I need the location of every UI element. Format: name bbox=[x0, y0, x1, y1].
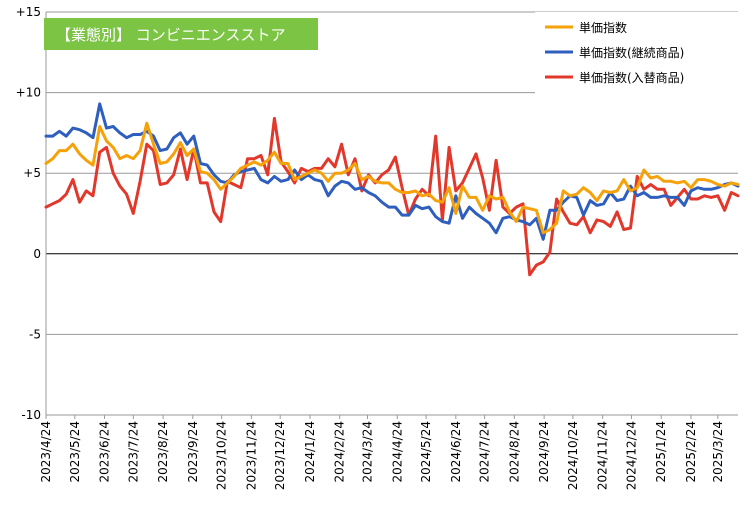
x-tick-label: 2024/2/24 bbox=[333, 421, 347, 483]
x-tick-label: 2023/8/24 bbox=[156, 421, 170, 483]
y-tick-label: -10 bbox=[21, 408, 41, 422]
x-tick-label: 2025/2/24 bbox=[684, 421, 698, 483]
x-tick-label: 2023/12/24 bbox=[273, 421, 287, 490]
legend-label: 単価指数(継続商品) bbox=[579, 45, 684, 60]
legend-label: 単価指数(入替商品) bbox=[579, 70, 684, 85]
series-line bbox=[44, 102, 740, 241]
x-tick-label: 2024/8/24 bbox=[507, 421, 521, 483]
x-tick-label: 2023/5/24 bbox=[68, 421, 82, 483]
x-tick-label: 2024/4/24 bbox=[390, 421, 404, 483]
series-line bbox=[44, 116, 740, 277]
x-tick-label: 2023/4/24 bbox=[39, 421, 53, 483]
series-line bbox=[44, 121, 740, 235]
x-tick-label: 2025/3/24 bbox=[711, 421, 725, 483]
x-tick-label: 2024/5/24 bbox=[419, 421, 433, 483]
legend-label: 単価指数 bbox=[579, 20, 627, 35]
x-tick-label: 2023/11/24 bbox=[244, 421, 258, 490]
y-tick-label: 0 bbox=[33, 247, 41, 261]
y-tick-label: +10 bbox=[16, 86, 41, 100]
chart-title: 【業態別】 コンビニエンスストア bbox=[56, 26, 285, 44]
x-tick-label: 2023/6/24 bbox=[98, 421, 112, 483]
y-tick-label: +15 bbox=[16, 5, 41, 19]
series-layer bbox=[44, 102, 740, 277]
x-tick-label: 2023/10/24 bbox=[215, 421, 229, 490]
y-tick-label: +5 bbox=[23, 166, 41, 180]
y-axis: -10 -5 0 +5 +10 +15 bbox=[16, 5, 41, 422]
x-tick-label: 2023/7/24 bbox=[126, 421, 140, 483]
x-tick-label: 2024/7/24 bbox=[478, 421, 492, 483]
x-tick-label: 2024/10/24 bbox=[566, 421, 580, 490]
x-axis: 2023/4/24 2023/5/24 2023/6/24 2023/7/24 2023… bbox=[39, 415, 725, 490]
title-badge: 【業態別】 コンビニエンスストア bbox=[44, 18, 318, 50]
x-tick-label: 2024/3/24 bbox=[361, 421, 375, 483]
title-background bbox=[44, 18, 318, 50]
x-tick-label: 2023/9/24 bbox=[186, 421, 200, 483]
y-tick-label: -5 bbox=[29, 327, 41, 341]
x-tick-label: 2024/1/24 bbox=[303, 421, 317, 483]
grid-layer bbox=[45, 11, 738, 416]
x-tick-label: 2024/11/24 bbox=[596, 421, 610, 490]
x-tick-label: 2024/6/24 bbox=[449, 421, 463, 483]
x-tick-label: 2025/1/24 bbox=[654, 421, 668, 483]
x-tick-label: 2024/12/24 bbox=[624, 421, 638, 490]
x-tick-label: 2024/9/24 bbox=[537, 421, 551, 483]
